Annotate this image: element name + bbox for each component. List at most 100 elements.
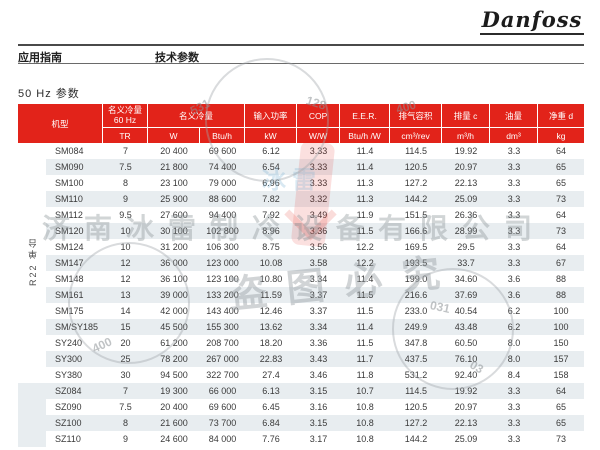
model-cell: SM084 xyxy=(46,143,104,159)
value-cell: 64 xyxy=(538,239,585,255)
value-cell: 3.3 xyxy=(490,223,539,239)
value-cell: 11.5 xyxy=(340,223,391,239)
value-cell: 20.97 xyxy=(442,159,491,175)
table-row: SM161 13 39 000 133 200 11.59 3.37 11.5 216.6 37… xyxy=(18,287,585,303)
value-cell: 3.46 xyxy=(297,367,341,383)
value-cell: 158 xyxy=(538,367,585,383)
table-row: SY380 30 94 500 322 700 27.4 3.46 11.8 531.2 92.… xyxy=(18,367,585,383)
table-row: SM100 8 23 100 79 000 6.96 3.33 11.3 127.2 22.13… xyxy=(18,175,585,191)
value-cell: 6.2 xyxy=(490,319,539,335)
value-cell: 88 xyxy=(538,271,585,287)
value-cell: 216.6 xyxy=(390,287,443,303)
value-cell: 88 600 xyxy=(200,191,246,207)
value-cell: 3.33 xyxy=(297,159,341,175)
value-cell: 143 400 xyxy=(200,303,246,319)
value-cell: 3.3 xyxy=(490,431,539,447)
value-cell: 11.4 xyxy=(340,143,391,159)
header-swept-volume: 排气容积 xyxy=(390,104,443,128)
value-cell: 79 000 xyxy=(200,175,246,191)
value-cell: 437.5 xyxy=(390,351,443,367)
value-cell: 123 100 xyxy=(200,271,246,287)
value-cell: 64 xyxy=(538,143,585,159)
value-cell: 10 xyxy=(103,223,149,239)
table-row: SM175 14 42 000 143 400 12.46 3.37 11.5 233.0 40… xyxy=(18,303,585,319)
value-cell: 7.92 xyxy=(245,207,298,223)
breadcrumb-application-guide: 应用指南 xyxy=(18,52,62,64)
model-cell: SM100 xyxy=(46,175,104,191)
value-cell: 249.9 xyxy=(390,319,443,335)
value-cell: 67 xyxy=(538,255,585,271)
value-cell: 20 400 xyxy=(148,399,201,415)
value-cell: 193.5 xyxy=(390,255,443,271)
value-cell: 19.92 xyxy=(442,143,491,159)
value-cell: 94 400 xyxy=(200,207,246,223)
value-cell: 20 xyxy=(103,335,149,351)
model-cell: SZ100 xyxy=(46,415,104,431)
value-cell: 10.8 xyxy=(340,431,391,447)
value-cell: 127.2 xyxy=(390,415,443,431)
value-cell: 69 600 xyxy=(200,399,246,415)
value-cell: 24 600 xyxy=(148,431,201,447)
value-cell: 155 300 xyxy=(200,319,246,335)
value-cell: 20.97 xyxy=(442,399,491,415)
value-cell: 69 600 xyxy=(200,143,246,159)
value-cell: 208 700 xyxy=(200,335,246,351)
value-cell: 28.99 xyxy=(442,223,491,239)
table-row: SZ084 7 19 300 66 000 6.13 3.15 10.7 114.5 19.92… xyxy=(18,383,585,447)
value-cell: 166.6 xyxy=(390,223,443,239)
value-cell: 10.08 xyxy=(245,255,298,271)
value-cell: 12 xyxy=(103,255,149,271)
value-cell: 8.75 xyxy=(245,239,298,255)
value-cell: 3.37 xyxy=(297,287,341,303)
value-cell: 169.5 xyxy=(390,239,443,255)
value-cell: 25 900 xyxy=(148,191,201,207)
table-row: SM120 10 30 100 102 800 8.96 3.36 11.5 166.6 28.… xyxy=(18,223,585,239)
value-cell: 10 xyxy=(103,239,149,255)
value-cell: 25.09 xyxy=(442,431,491,447)
header-power-input: 输入功率 xyxy=(245,104,298,128)
value-cell: 7.82 xyxy=(245,191,298,207)
unit-kw: kW xyxy=(245,128,298,143)
value-cell: 114.5 xyxy=(390,143,443,159)
value-cell: 30 100 xyxy=(148,223,201,239)
header-rule-bottom xyxy=(18,63,584,64)
danfoss-logo: Danfoss xyxy=(480,7,584,35)
value-cell: 100 xyxy=(538,303,585,319)
value-cell: 10.8 xyxy=(340,399,391,415)
value-cell: 19 300 xyxy=(148,383,201,399)
header-capacity-60hz-line2: 60 Hz xyxy=(113,114,137,125)
unit-tr: TR xyxy=(103,128,149,143)
value-cell: 8 xyxy=(103,175,149,191)
value-cell: 11.3 xyxy=(340,175,391,191)
value-cell: 120.5 xyxy=(390,159,443,175)
value-cell: 10.80 xyxy=(245,271,298,287)
value-cell: 64 xyxy=(538,383,585,399)
value-cell: 531.2 xyxy=(390,367,443,383)
value-cell: 10.7 xyxy=(340,383,391,399)
value-cell: 3.3 xyxy=(490,399,539,415)
value-cell: 133 200 xyxy=(200,287,246,303)
value-cell: 11.4 xyxy=(340,159,391,175)
value-cell: 73 700 xyxy=(200,415,246,431)
value-cell: 3.58 xyxy=(297,255,341,271)
table-header: 机型 名义冷量 60 Hz 名义冷量 输入功率 COP E.E.R. 排气容积 … xyxy=(18,104,585,143)
value-cell: 94 500 xyxy=(148,367,201,383)
value-cell: 25.09 xyxy=(442,191,491,207)
value-cell: 22.13 xyxy=(442,415,491,431)
model-cell: SM110 xyxy=(46,191,104,207)
value-cell: 8.96 xyxy=(245,223,298,239)
value-cell: 36 000 xyxy=(148,255,201,271)
value-cell: 6.84 xyxy=(245,415,298,431)
table-row: SM147 12 36 000 123 000 10.08 3.58 12.2 193.5 33… xyxy=(18,255,585,271)
value-cell: 65 xyxy=(538,399,585,415)
model-cell: SM161 xyxy=(46,287,104,303)
value-cell: 6.54 xyxy=(245,159,298,175)
value-cell: 21 800 xyxy=(148,159,201,175)
value-cell: 21 600 xyxy=(148,415,201,431)
value-cell: 13 xyxy=(103,287,149,303)
value-cell: 151.5 xyxy=(390,207,443,223)
value-cell: 6.96 xyxy=(245,175,298,191)
value-cell: 30 xyxy=(103,367,149,383)
value-cell: 9 xyxy=(103,191,149,207)
value-cell: 6.2 xyxy=(490,303,539,319)
